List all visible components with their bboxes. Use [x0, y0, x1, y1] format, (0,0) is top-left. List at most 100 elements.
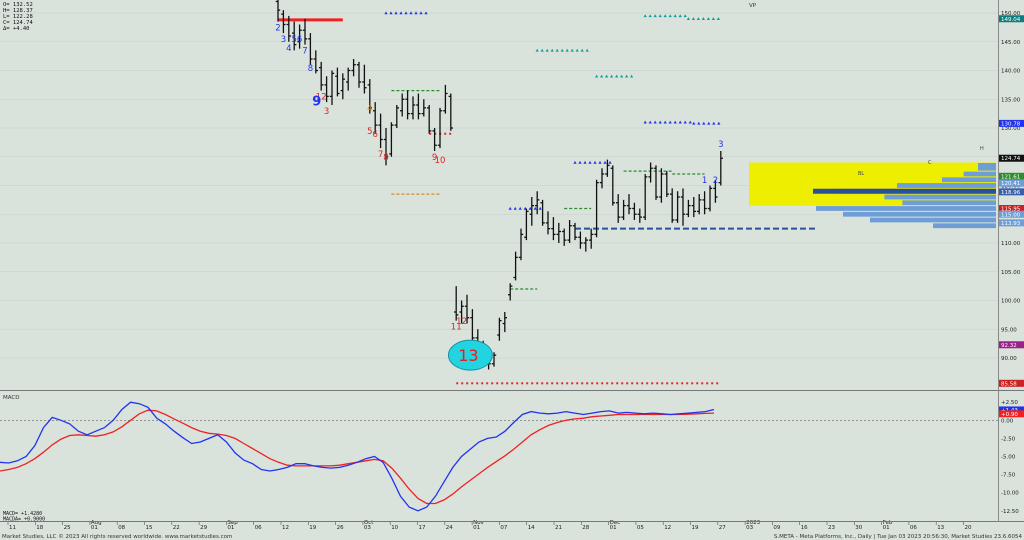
dotted-level-mark — [566, 382, 569, 385]
triangle-level-mark — [555, 48, 559, 52]
vp-label-bl: BL — [858, 171, 864, 177]
dotted-level-mark — [626, 382, 629, 385]
dotted-level-mark — [561, 382, 564, 385]
triangle-level-mark — [603, 160, 607, 164]
footer-copyright: Market Studies, LLC © 2023 All rights re… — [2, 533, 232, 540]
month-label: Sep — [227, 520, 238, 526]
time-tick-label: 23 — [828, 525, 835, 531]
triangle-level-mark — [535, 48, 539, 52]
price-tag-label: 113.93 — [1001, 221, 1021, 227]
sequential-count-label: 12 — [316, 93, 327, 103]
macd-panel[interactable] — [0, 391, 998, 521]
dotted-level-mark — [616, 382, 619, 385]
triangle-level-mark — [711, 17, 715, 20]
dotted-level-mark — [486, 382, 489, 385]
time-tick-label: 03 — [364, 525, 371, 531]
time-tick-label: 06 — [255, 525, 262, 531]
dotted-level-mark — [716, 382, 719, 385]
dotted-level-mark — [466, 382, 469, 385]
sequential-count-label: 9 — [432, 153, 437, 163]
time-tick-label: 19 — [692, 525, 699, 531]
triangle-level-mark — [545, 48, 549, 52]
countdown-13-label: 13 — [458, 346, 478, 365]
dotted-level-mark — [491, 382, 494, 385]
triangle-level-mark — [575, 48, 579, 52]
dotted-level-mark — [449, 132, 452, 135]
volume-profile-bin — [897, 183, 996, 188]
time-tick-label: 01 — [91, 525, 98, 531]
triangle-level-mark — [691, 17, 695, 20]
readout-change: Δ= +4.40 — [3, 26, 30, 32]
readout-low: L= 122.28 — [3, 14, 33, 20]
triangle-level-mark — [518, 206, 522, 210]
macd-tick-label: -12.50 — [1001, 509, 1019, 515]
vp-label-h: H — [980, 146, 984, 152]
price-tag-label: 92.32 — [1001, 343, 1017, 349]
time-tick-label: 12 — [664, 525, 671, 531]
triangle-level-mark — [692, 121, 696, 125]
macd-value-tag — [999, 410, 1024, 418]
triangle-level-mark — [533, 206, 537, 210]
triangle-level-mark — [538, 206, 542, 210]
time-tick-label: 17 — [419, 525, 426, 531]
triangle-level-mark — [658, 120, 662, 124]
readout-high: H= 128.37 — [3, 8, 33, 14]
sequential-count-label: 8 — [383, 153, 388, 163]
triangle-level-mark — [414, 11, 418, 15]
macd-tick-label: +2.50 — [1001, 400, 1018, 406]
dotted-level-mark — [586, 382, 589, 385]
price-tick-label: 110.00 — [1001, 241, 1021, 247]
price-tag-label: 85.58 — [1001, 381, 1017, 387]
macd-tick-label: -10.00 — [1001, 491, 1019, 497]
dotted-level-mark — [501, 382, 504, 385]
volume-profile-bin — [963, 171, 996, 177]
triangle-level-mark — [683, 14, 687, 18]
sequential-count-label: 6 — [372, 130, 377, 140]
triangle-level-mark — [598, 160, 602, 164]
time-tick-label: 01 — [610, 525, 617, 531]
triangle-level-mark — [625, 74, 629, 78]
dotted-level-mark — [636, 382, 639, 385]
dotted-level-mark — [531, 382, 534, 385]
dotted-level-mark — [656, 382, 659, 385]
time-tick-label: 24 — [446, 525, 453, 531]
triangle-level-mark — [610, 74, 614, 78]
readout-close: C= 124.74 — [3, 20, 33, 26]
price-tag-label: 121.61 — [1001, 174, 1020, 180]
price-axis[interactable] — [998, 0, 1024, 528]
dotted-level-mark — [646, 382, 649, 385]
sequential-count-label: 1 — [702, 176, 707, 186]
dotted-level-mark — [676, 382, 679, 385]
dotted-level-mark — [516, 382, 519, 385]
triangle-level-mark — [560, 48, 564, 52]
dotted-level-mark — [456, 382, 459, 385]
dotted-level-mark — [444, 132, 447, 135]
price-tick-label: 105.00 — [1001, 270, 1021, 276]
triangle-level-mark — [663, 14, 667, 18]
volume-profile-bin — [978, 163, 996, 171]
sequential-count-label: 3 — [281, 35, 286, 45]
volume-profile-bin — [942, 177, 996, 183]
dotted-level-mark — [696, 382, 699, 385]
triangle-level-mark — [673, 14, 677, 18]
sequential-count-label: 7 — [378, 150, 383, 160]
macd-value-tag — [999, 406, 1024, 414]
dotted-level-mark — [661, 382, 664, 385]
dotted-level-mark — [641, 382, 644, 385]
month-label: 2023 — [746, 520, 760, 526]
triangle-level-mark — [683, 120, 687, 124]
triangle-level-mark — [648, 14, 652, 18]
price-tag — [999, 15, 1024, 23]
triangle-level-mark — [688, 120, 692, 124]
triangle-level-mark — [716, 17, 720, 20]
footer-bar — [0, 531, 1024, 540]
volume-profile-bin — [870, 217, 996, 223]
dotted-level-mark — [481, 382, 484, 385]
macd-tick-label: -5.00 — [1001, 455, 1016, 461]
dotted-level-mark — [581, 382, 584, 385]
sequential-count-label: 12 — [456, 317, 467, 327]
triangle-level-mark — [658, 14, 662, 18]
setup-nine-label: 9 — [312, 94, 321, 109]
triangle-level-mark — [668, 14, 672, 18]
